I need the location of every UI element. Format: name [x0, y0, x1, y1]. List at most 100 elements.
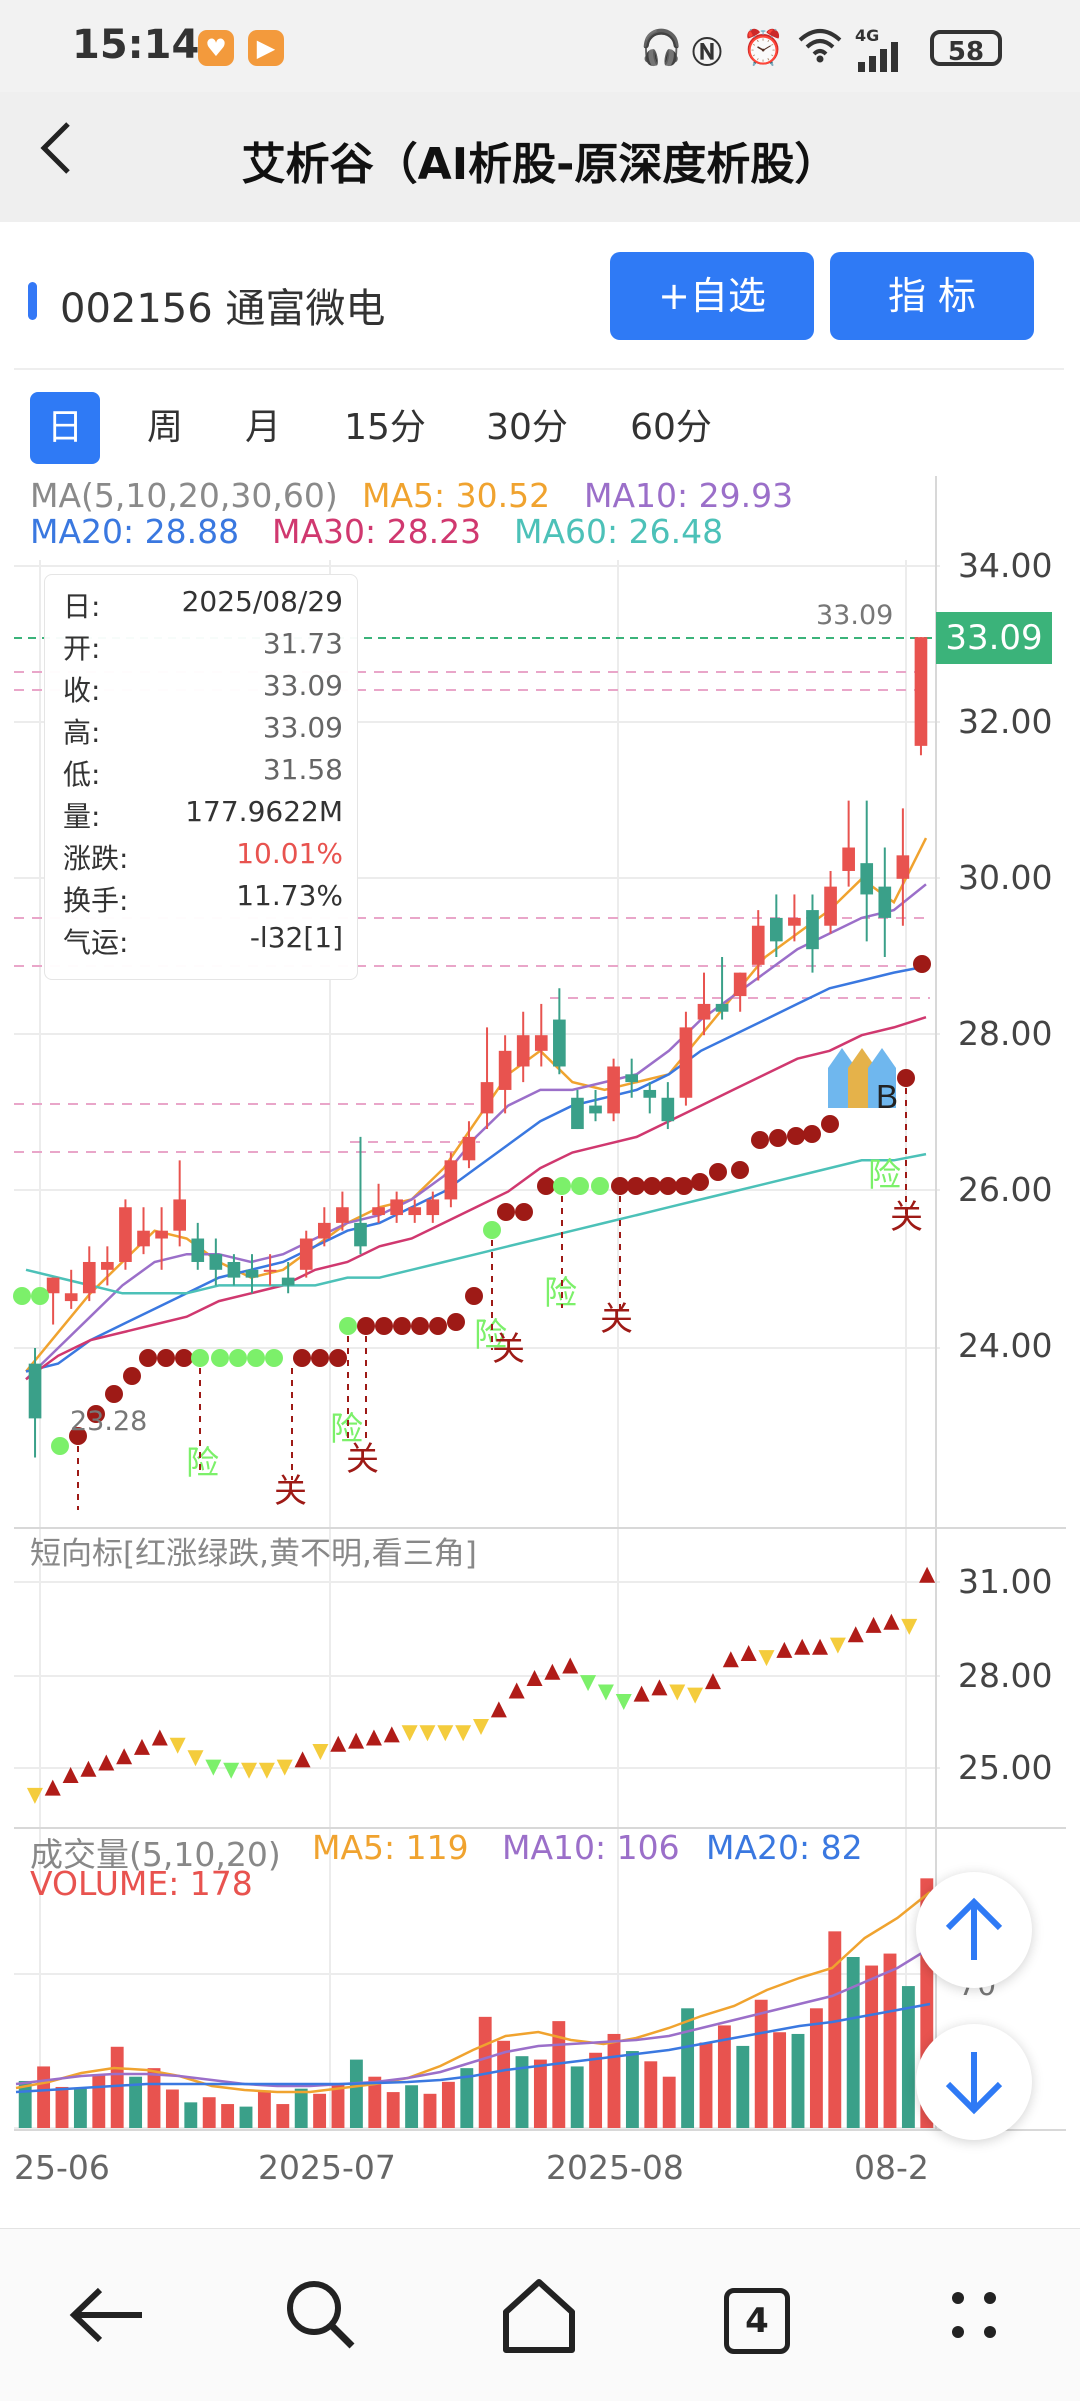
risk-dot: [483, 1221, 501, 1239]
candle-body: [462, 1136, 476, 1161]
volume-bar: [110, 2046, 124, 2128]
candle-body: [607, 1066, 620, 1114]
trend-triangle: [365, 1729, 382, 1746]
volume-bar: [754, 1999, 768, 2128]
candle-body: [751, 925, 765, 965]
price-tick: 32.00: [958, 702, 1053, 741]
trend-triangle: [829, 1637, 846, 1654]
info-volume: 177.9622M: [185, 795, 343, 828]
nav-back-button[interactable]: [52, 2270, 162, 2370]
volume-bar: [294, 2088, 308, 2128]
close-label: 关: [890, 1198, 923, 1235]
volume-bar: [717, 2025, 731, 2128]
nav-menu-button[interactable]: [918, 2270, 1028, 2370]
info-date: 2025/08/29: [181, 585, 343, 618]
risk-dot: [571, 1177, 589, 1195]
info-label: 换手:: [63, 884, 129, 917]
candle-body: [860, 863, 874, 895]
system-nav-bar: [0, 2228, 1080, 2401]
signal-dot: [751, 1131, 769, 1149]
nav-home-button[interactable]: [484, 2270, 594, 2370]
candle-body: [444, 1160, 458, 1200]
candle-body: [661, 1097, 675, 1122]
indicator-tick: 31.00: [958, 1562, 1053, 1601]
arrow-left-icon: [69, 2287, 142, 2343]
volume-bars: [15, 1878, 934, 2128]
signal-dot: [803, 1125, 821, 1143]
tab-day[interactable]: 日: [30, 392, 100, 464]
buy-tag: [868, 1048, 896, 1108]
candle-body: [824, 886, 837, 926]
last-price-tag: 33.09: [936, 612, 1052, 664]
trend-triangle: [562, 1657, 579, 1674]
volume-bar: [883, 1953, 897, 2128]
signal-dot: [675, 1177, 693, 1195]
info-label: 收:: [63, 674, 101, 707]
close-label: 关: [492, 1330, 525, 1367]
risk-label: 险: [868, 1156, 901, 1193]
signal-dot: [515, 1203, 533, 1221]
nav-tabs-button[interactable]: 4: [702, 2270, 812, 2370]
indicator-button[interactable]: 指 标: [830, 252, 1034, 340]
candle-body: [426, 1199, 440, 1216]
arrow-up-icon: [945, 1897, 1003, 1960]
tab-month[interactable]: 月: [244, 407, 281, 448]
search-icon: [287, 2281, 355, 2349]
add-watchlist-button[interactable]: +自选: [610, 252, 814, 340]
risk-label: 险: [330, 1410, 363, 1447]
volume-bar: [386, 2092, 400, 2128]
trend-triangle: [401, 1725, 418, 1742]
signal-dot: [175, 1349, 193, 1367]
volume-bar: [257, 2090, 271, 2128]
battery-indicator: 58: [930, 30, 1002, 67]
trend-triangle: [223, 1762, 240, 1779]
trend-triangle: [669, 1684, 686, 1701]
info-high: 33.09: [262, 711, 343, 744]
ma20-line: [25, 965, 927, 1373]
back-button[interactable]: [36, 118, 76, 189]
info-label: 开:: [63, 632, 101, 665]
trend-triangle: [740, 1644, 757, 1661]
app-notification-icon: ♥: [198, 30, 234, 66]
vol-ma5-line: [15, 1891, 931, 2094]
tab-60min[interactable]: 60分: [630, 407, 712, 448]
volume-bar: [368, 2076, 382, 2128]
trend-triangle: [847, 1626, 864, 1643]
volume-bar: [625, 2051, 639, 2128]
app-header: [0, 92, 1080, 222]
signal-dot: [611, 1177, 629, 1195]
scroll-down-button[interactable]: [916, 2024, 1032, 2140]
risk-label: 险: [474, 1316, 507, 1353]
tab-15min[interactable]: 15分: [344, 407, 426, 448]
risk-dot: [191, 1349, 209, 1367]
trend-triangle: [651, 1679, 668, 1696]
indicator-tick: 28.00: [958, 1656, 1053, 1695]
signal-dots: [13, 955, 931, 1455]
signal-dot: [411, 1317, 429, 1335]
chevron-left-icon: [40, 122, 70, 174]
candle-body: [408, 1207, 422, 1216]
trend-triangle: [294, 1751, 311, 1768]
tab-week[interactable]: 周: [146, 407, 183, 448]
candle-body: [245, 1269, 259, 1278]
ma60-line: [25, 1152, 927, 1295]
candle-body: [806, 910, 819, 950]
scroll-up-button[interactable]: [916, 1872, 1032, 1988]
candle-body: [155, 1230, 168, 1239]
trend-triangle: [98, 1754, 115, 1771]
tab-30min[interactable]: 30分: [486, 407, 568, 448]
candle-body: [553, 1019, 566, 1067]
ma30-value: MA30: 28.23: [272, 512, 482, 551]
ma10-value: MA10: 29.93: [584, 476, 794, 515]
trend-triangle: [187, 1750, 204, 1767]
ma5-value: MA5: 30.52: [362, 476, 551, 515]
nav-search-button[interactable]: [266, 2270, 376, 2370]
volume-bar: [129, 2076, 143, 2128]
alarm-icon: ⏰: [742, 28, 785, 68]
network-type: 4G: [855, 26, 880, 45]
signal-dot: [643, 1177, 661, 1195]
ma10-line: [25, 883, 927, 1381]
risk-label: 险: [544, 1274, 577, 1311]
trend-triangle: [508, 1682, 525, 1699]
info-label: 高:: [63, 716, 101, 749]
